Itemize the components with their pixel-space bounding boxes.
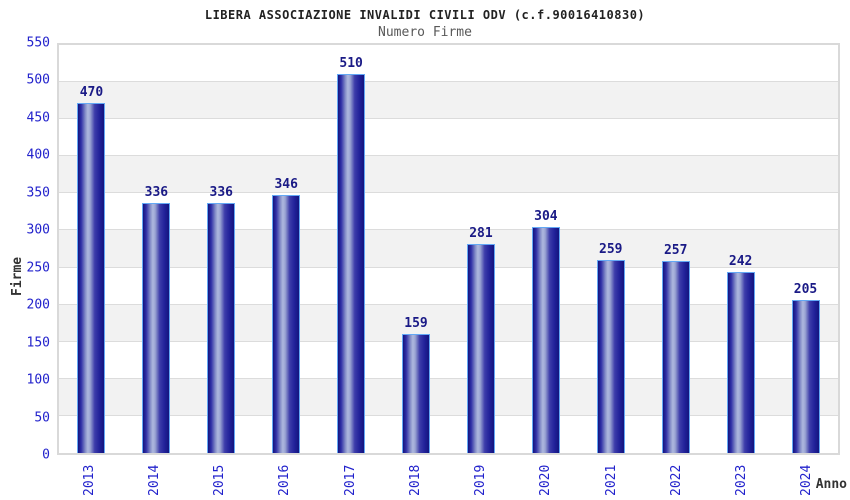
grid-band — [59, 341, 838, 379]
bar-2018 — [402, 334, 431, 453]
x-tick-label: 2019 — [473, 464, 489, 496]
bar-2014 — [142, 202, 171, 453]
y-tick-label: 150 — [26, 335, 50, 351]
x-tick-label: 2020 — [538, 464, 554, 496]
plot-area: 470 336 336 346 510 159 281 304 259 257 242 205 — [57, 43, 840, 455]
bar-value-label: 259 — [599, 241, 623, 257]
bar-value-label: 205 — [793, 281, 818, 297]
gridline — [59, 229, 838, 231]
grid-band — [59, 230, 838, 268]
bar-2013 — [77, 103, 106, 453]
y-tick-label: 300 — [26, 222, 50, 238]
x-tick-label: 2016 — [277, 464, 293, 496]
grid-band — [59, 378, 838, 416]
grid-band — [59, 45, 838, 83]
x-tick-label: 2018 — [407, 464, 423, 496]
y-axis-ticks: 0 50 100 150 200 250 300 350 400 450 500 550 — [0, 36, 50, 463]
grid-band — [59, 415, 838, 453]
x-tick-label: 2015 — [212, 464, 228, 496]
bar-value-label: 336 — [144, 184, 169, 200]
x-tick-label: 2023 — [734, 464, 750, 496]
gridline — [59, 377, 838, 379]
bar-2023 — [726, 272, 755, 453]
bar-value-label: 336 — [209, 184, 234, 200]
x-axis-ticks: 2013 2014 2015 2016 2017 2018 2019 2020 2021 2022… — [57, 456, 840, 496]
gridline — [59, 303, 838, 305]
bar-value-label: 510 — [339, 55, 363, 71]
y-tick-label: 550 — [26, 35, 50, 51]
bar-value-label: 470 — [79, 85, 104, 101]
y-tick-label: 350 — [26, 185, 50, 201]
bar-value-label: 257 — [663, 243, 688, 259]
bar-value-label: 346 — [274, 177, 298, 193]
y-tick-label: 50 — [34, 410, 50, 426]
chart-subtitle: Numero Firme — [378, 25, 472, 40]
x-tick-label: 2022 — [668, 464, 684, 496]
bar-value-label: 242 — [728, 254, 753, 270]
gridline — [59, 340, 838, 342]
gridline — [59, 266, 838, 268]
y-tick-label: 200 — [26, 297, 50, 313]
gridline — [59, 192, 838, 194]
bar-2015 — [207, 202, 236, 453]
x-tick-label: 2017 — [342, 464, 358, 496]
bar-2017 — [337, 73, 366, 453]
x-tick-label: 2021 — [603, 464, 619, 496]
y-tick-label: 400 — [26, 147, 50, 163]
gridline — [59, 118, 838, 120]
chart-title: LIBERA ASSOCIAZIONE INVALIDI CIVILI ODV … — [204, 8, 646, 22]
bar-value-label: 304 — [534, 208, 558, 224]
y-tick-label: 0 — [42, 447, 50, 463]
bar-2021 — [596, 259, 625, 453]
bar-2022 — [661, 261, 690, 453]
bar-2024 — [791, 299, 820, 453]
bar-value-label: 281 — [469, 225, 493, 241]
grid-band — [59, 267, 838, 305]
y-tick-label: 250 — [26, 260, 50, 276]
bar-2019 — [466, 243, 495, 453]
y-tick-label: 100 — [26, 372, 50, 388]
grid-band — [59, 193, 838, 231]
grid-band — [59, 82, 838, 120]
x-tick-label: 2024 — [799, 464, 815, 496]
gridline — [59, 155, 838, 157]
y-tick-label: 500 — [26, 72, 50, 88]
x-tick-label: 2014 — [146, 464, 162, 496]
grid-band — [59, 304, 838, 342]
y-tick-label: 450 — [26, 110, 50, 126]
bar-2016 — [272, 195, 301, 453]
grid-band — [59, 119, 838, 157]
x-axis-title: Anno — [815, 477, 847, 492]
gridline — [59, 414, 838, 416]
bar-value-label: 159 — [404, 316, 428, 332]
x-tick-label: 2013 — [81, 464, 97, 496]
gridline — [59, 81, 838, 83]
bar-2020 — [531, 226, 560, 453]
grid-band — [59, 156, 838, 194]
